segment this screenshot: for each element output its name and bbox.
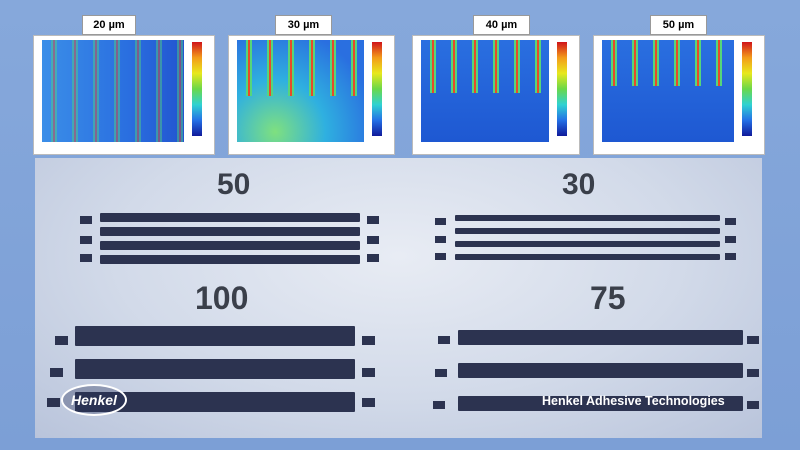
heatmap [228, 35, 395, 155]
line-width-label: 100 [195, 280, 249, 316]
panel-label: 30 µm [275, 15, 332, 35]
heatmap [593, 35, 765, 155]
line-width-label: 30 [562, 168, 596, 201]
panel-label: 50 µm [650, 15, 707, 35]
heatmap [33, 35, 215, 155]
line-width-label: 75 [590, 280, 626, 316]
heatmap [412, 35, 580, 155]
line-width-label: 50 [217, 168, 251, 201]
caption: Henkel Adhesive Technologies [542, 394, 725, 408]
logo: Henkel [61, 384, 127, 416]
photo: 50 30 100 75 Henkel Henkel Adhesive Tech… [35, 158, 762, 438]
panel-label: 40 µm [473, 15, 530, 35]
panel-label: 20 µm [82, 15, 136, 35]
